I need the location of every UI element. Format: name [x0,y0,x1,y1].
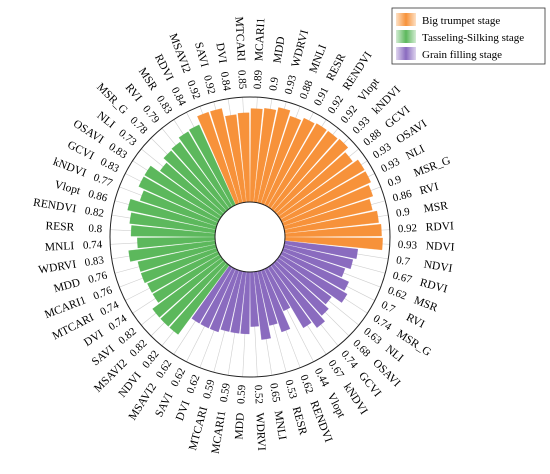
value-label: 0.7 [395,254,411,268]
value-label: 0.59 [201,378,218,400]
inner-ring [214,201,286,273]
category-label: MCARI1 [210,410,229,455]
value-label: 0.89 [252,69,265,89]
value-label: 0.9 [395,206,411,220]
value-label: 0.74 [83,239,103,252]
category-label: NLI [383,343,406,364]
category-label: MDD [53,277,82,296]
category-label: MNLI [307,43,329,75]
value-label: 0.67 [391,270,413,287]
value-label: 0.65 [267,382,282,403]
legend: Big trumpet stage Tasseling-Silking stag… [391,7,546,65]
value-label: 0.59 [235,384,248,404]
category-label: MNLI [272,410,288,441]
category-label: kNDVI [51,156,88,180]
value-label: 0.84 [218,71,233,92]
category-label: MSR [136,66,159,93]
category-label: GCVI [65,139,96,163]
category-label: RESR [290,405,309,436]
value-label: 0.83 [98,156,121,176]
category-label: RESR [45,220,75,234]
value-label: 0.92 [397,222,417,235]
grid-lines [110,97,390,377]
value-label: 0.93 [379,155,402,175]
category-label: MSR [412,294,439,314]
category-label: RDVI [152,52,176,83]
value-label: 0.93 [283,73,300,95]
value-label: 0.76 [87,269,109,286]
category-label: WDRVI [38,259,78,277]
category-label: RVI [404,312,426,331]
value-label: 0.59 [218,382,233,403]
value-label: 0.77 [92,171,115,189]
legend-label-grain-filling: Grain filling stage [422,49,502,61]
value-label: 0.83 [84,254,105,269]
value-label: 0.44 [312,366,332,389]
category-label: SAVI [192,41,210,69]
category-label: MDD [233,412,246,439]
legend-swatch-big-trumpet [396,13,416,26]
legend-box [391,7,546,65]
value-label: 0.93 [397,239,417,252]
value-label: 0.92 [201,74,218,96]
category-label: NLI [95,110,118,131]
value-label: 0.86 [391,188,413,205]
category-label: MSR [423,200,449,216]
value-label: 0.9 [267,76,281,92]
value-label: 0.85 [235,70,248,90]
category-label: RVI [123,82,144,104]
value-label: 0.88 [297,78,315,101]
value-label: 0.8 [88,223,103,236]
value-label: 0.76 [92,284,115,302]
outer-ring [109,96,391,378]
category-label: RVI [418,181,440,198]
legend-label-big-trumpet: Big trumpet stage [422,15,500,27]
value-label: 0.86 [87,188,109,205]
category-label: RENDVI [32,197,77,216]
category-label: DVI [174,399,193,423]
category-label: MTCARI [187,405,210,451]
legend-swatch-tasseling-silking [396,30,416,43]
category-label: SAVI [153,391,175,419]
rings [109,96,391,378]
value-label: 0.9 [386,173,404,189]
category-label: MNLI [45,240,75,254]
category-label: NLI [404,143,427,162]
category-label: MTCARI [232,16,246,61]
category-label: WDRVI [290,29,311,69]
category-label: Vlopt [53,179,82,198]
value-label: 0.92 [184,79,202,101]
category-label: WDRVI [253,412,267,451]
category-label: MCARI1 [253,17,267,61]
category-label: MDD [272,36,288,64]
value-label: 0.62 [386,284,408,302]
category-label: RDVI [418,277,448,296]
value-label: 0.53 [283,378,300,400]
category-label: Vlopt [325,391,348,421]
value-label: 0.62 [184,373,202,395]
category-label: DVI [82,328,106,349]
legend-label-tasseling-silking: Tasseling-Silking stage [422,32,524,44]
value-label: 0.62 [297,373,315,395]
labels: 0.93 NDVI 0.92 RDVI 0.9 MSR 0.86 RVI 0.9 MSR_G 0.9… [32,16,455,454]
category-label: MSR_G [412,155,452,180]
category-label: DVI [213,42,228,64]
value-label: 0.7 [379,299,397,316]
category-label: NDVI [423,259,453,275]
category-label: RDVI [425,220,454,233]
category-label: NDVI [425,240,455,253]
value-label: 0.62 [169,366,188,389]
value-label: 0.82 [84,205,105,220]
legend-swatch-grain-filling [396,47,416,60]
value-label: 0.52 [252,384,265,404]
